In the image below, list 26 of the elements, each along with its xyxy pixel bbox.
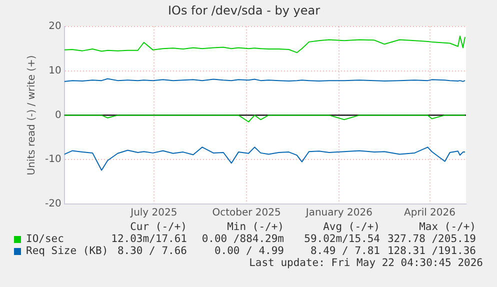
text: 12.03m/17.61 <box>111 233 187 245</box>
x-tick-label: April 2026 <box>404 208 456 219</box>
y-tick-label: -20 <box>44 198 62 210</box>
y-tick-label: 20 <box>48 20 62 32</box>
legend-label: IO/sec <box>26 233 64 245</box>
text: 0.00 / 4.99 <box>214 245 284 257</box>
x-tick-label: January 2026 <box>304 208 372 219</box>
y-tick-label: 0 <box>54 110 62 121</box>
legend-label: Req Size (KB) <box>26 245 108 257</box>
text: Min (-/+) <box>227 221 284 233</box>
text: Max (-/+) <box>419 221 476 233</box>
text: 0.00 /884.29m <box>202 233 284 245</box>
text: 327.78 /205.19 <box>387 233 476 245</box>
text: Cur (-/+) <box>130 221 187 233</box>
text: 59.02m/15.54 <box>304 233 380 245</box>
text: Avg (-/+) <box>323 221 380 233</box>
x-tick-label: July 2025 <box>130 208 178 219</box>
text: 8.30 / 7.66 <box>117 245 187 257</box>
text: Last update: Fri May 22 04:30:45 2026 <box>249 257 483 269</box>
y-axis-title: Units read (-) / write (+) <box>26 55 38 176</box>
chart-title: IOs for /dev/sda - by year <box>168 3 320 18</box>
x-tick-label: October 2025 <box>212 208 281 219</box>
text: 128.31 /191.36 <box>387 245 476 257</box>
y-tick-label: -10 <box>44 154 62 166</box>
y-tick-label: 10 <box>48 65 62 76</box>
text: 8.49 / 7.81 <box>310 245 380 257</box>
